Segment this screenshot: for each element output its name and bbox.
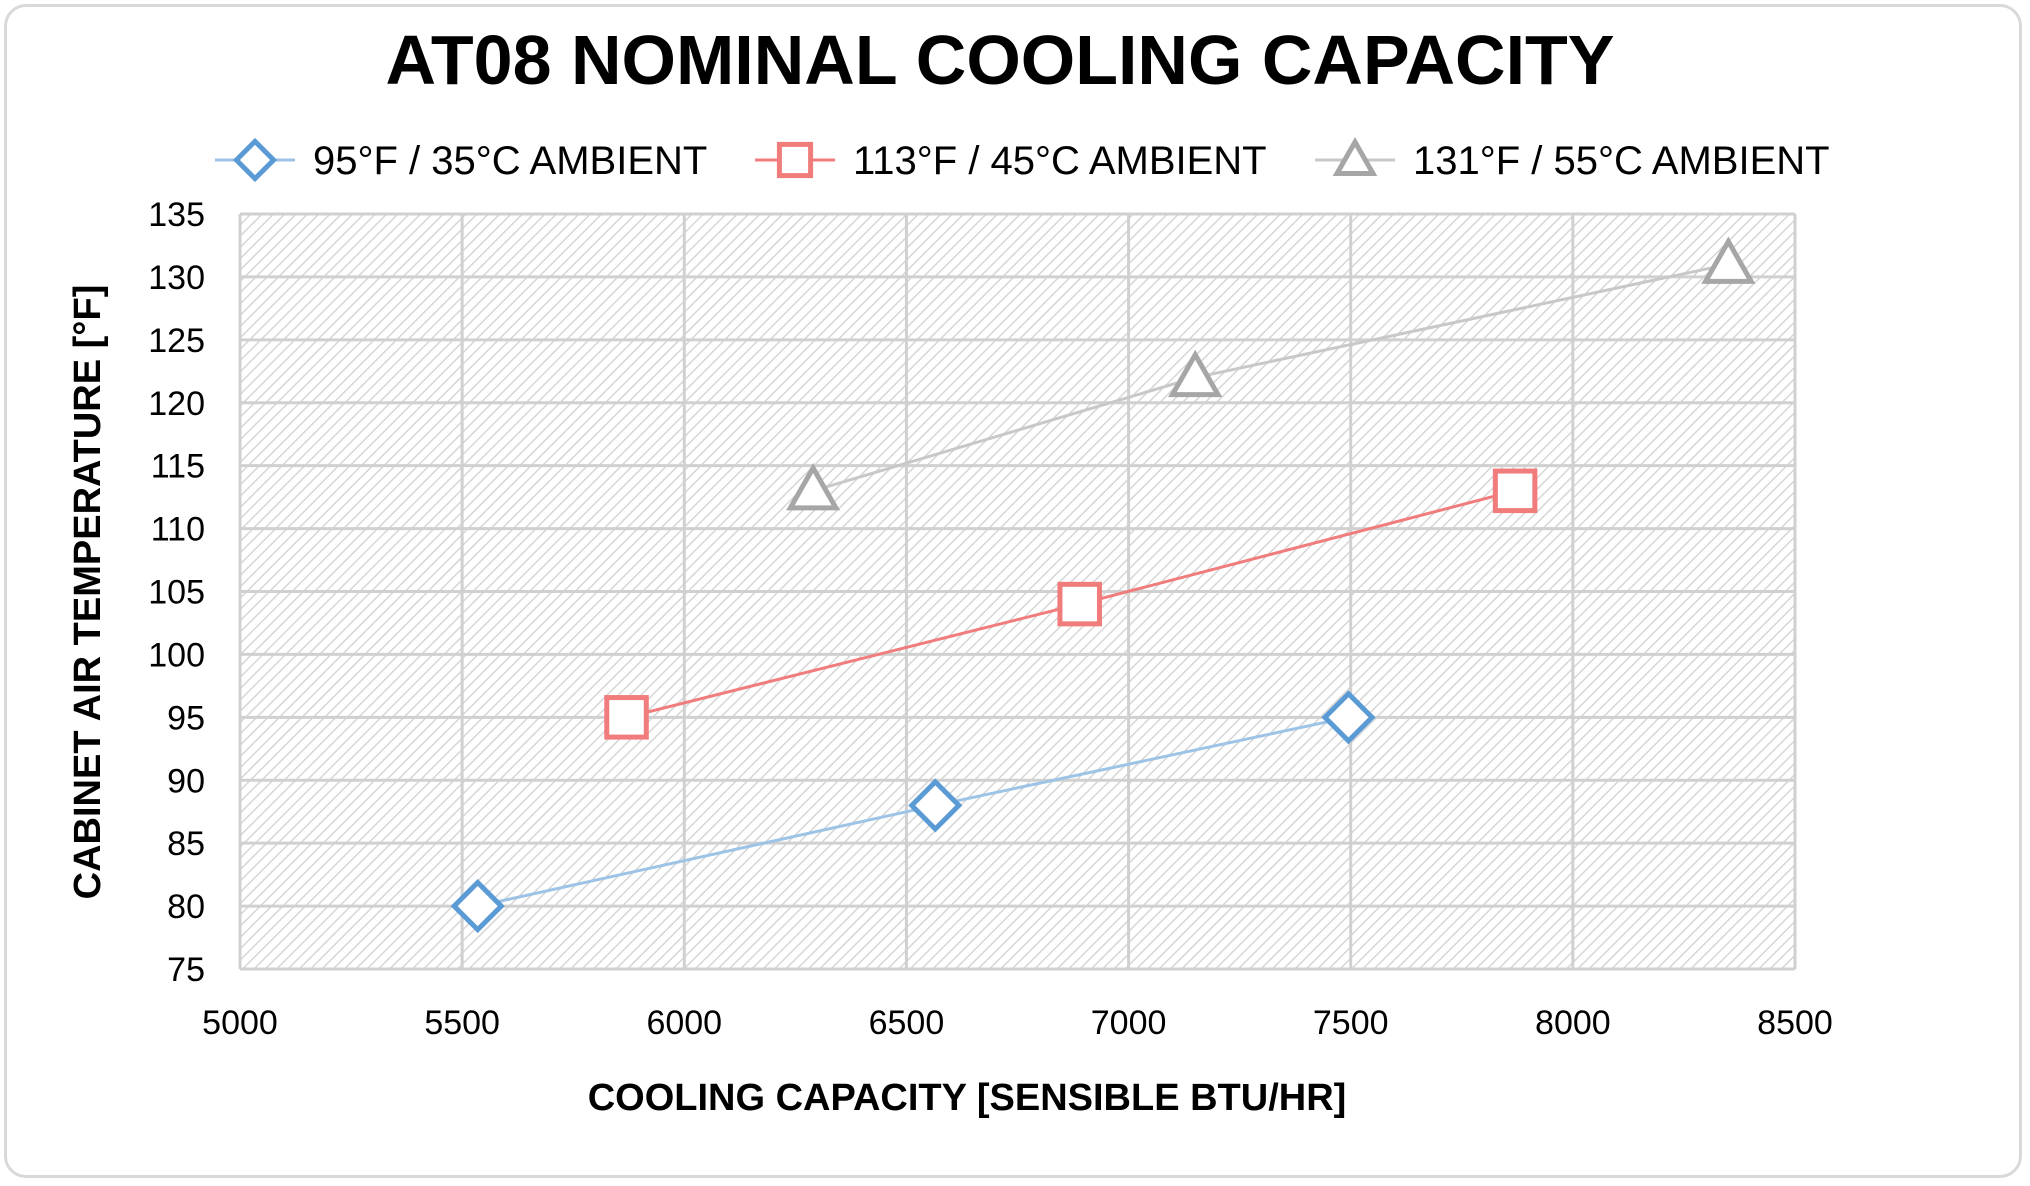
data-point xyxy=(908,778,963,833)
x-tick-label: 6500 xyxy=(869,1004,945,1042)
series-1 xyxy=(450,690,1376,934)
y-tick-label: 120 xyxy=(148,385,205,423)
series-layer xyxy=(450,236,1756,934)
legend-item-1: 95°F / 35°C AMBIENT xyxy=(215,137,707,183)
legend-label: 95°F / 35°C AMBIENT xyxy=(313,139,707,183)
legend-marker xyxy=(232,137,278,183)
x-tick-label: 5000 xyxy=(202,1004,278,1042)
y-axis-label: CABINET AIR TEMPERATURE [°F] xyxy=(67,285,109,900)
series-3 xyxy=(786,236,1756,511)
y-tick-label: 95 xyxy=(167,699,205,737)
y-tick-label: 135 xyxy=(148,196,205,234)
x-tick-label: 8500 xyxy=(1757,1004,1833,1042)
data-point xyxy=(786,462,841,511)
y-tick-label: 100 xyxy=(148,636,205,674)
x-axis-label: COOLING CAPACITY [SENSIBLE BTU/HR] xyxy=(588,1077,1347,1119)
x-tick-label: 6000 xyxy=(646,1004,722,1042)
legend-label: 131°F / 55°C AMBIENT xyxy=(1413,139,1830,183)
chart-title: AT08 NOMINAL COOLING CAPACITY xyxy=(386,21,1615,99)
legend-item-3: 131°F / 55°C AMBIENT xyxy=(1315,136,1830,183)
data-point xyxy=(1701,236,1756,284)
y-tick-label: 105 xyxy=(148,574,205,612)
data-point xyxy=(1321,690,1376,745)
data-point xyxy=(1168,349,1223,398)
x-tick-labels: 5000 5500 6000 6500 7000 7500 8000 8500 xyxy=(202,1004,1833,1042)
series-2 xyxy=(604,468,1538,740)
y-tick-label: 130 xyxy=(148,259,205,297)
y-tick-label: 110 xyxy=(151,511,205,549)
y-tick-label: 125 xyxy=(148,322,205,360)
x-tick-label: 7000 xyxy=(1091,1004,1167,1042)
data-point xyxy=(1057,581,1102,627)
gridlines xyxy=(238,212,1797,971)
y-tick-label: 80 xyxy=(167,888,205,926)
y-tick-label: 115 xyxy=(151,448,205,486)
legend: 95°F / 35°C AMBIENT 113°F / 45°C AMBIENT 1… xyxy=(215,136,1830,183)
data-point xyxy=(450,878,505,934)
y-tick-labels: 75 80 85 90 95 100 105 110 115 120 125 130 135 xyxy=(148,196,205,989)
x-tick-label: 8000 xyxy=(1535,1004,1611,1042)
y-tick-label: 75 xyxy=(167,951,205,989)
x-tick-label: 5500 xyxy=(424,1004,500,1042)
data-point xyxy=(1492,468,1538,514)
legend-label: 113°F / 45°C AMBIENT xyxy=(853,139,1267,183)
legend-item-2: 113°F / 45°C AMBIENT xyxy=(755,139,1267,183)
legend-marker xyxy=(776,141,814,179)
y-tick-label: 85 xyxy=(167,825,205,863)
x-tick-label: 7500 xyxy=(1313,1004,1389,1042)
y-tick-label: 90 xyxy=(167,762,205,800)
legend-marker xyxy=(1332,136,1378,176)
data-point xyxy=(604,695,649,740)
